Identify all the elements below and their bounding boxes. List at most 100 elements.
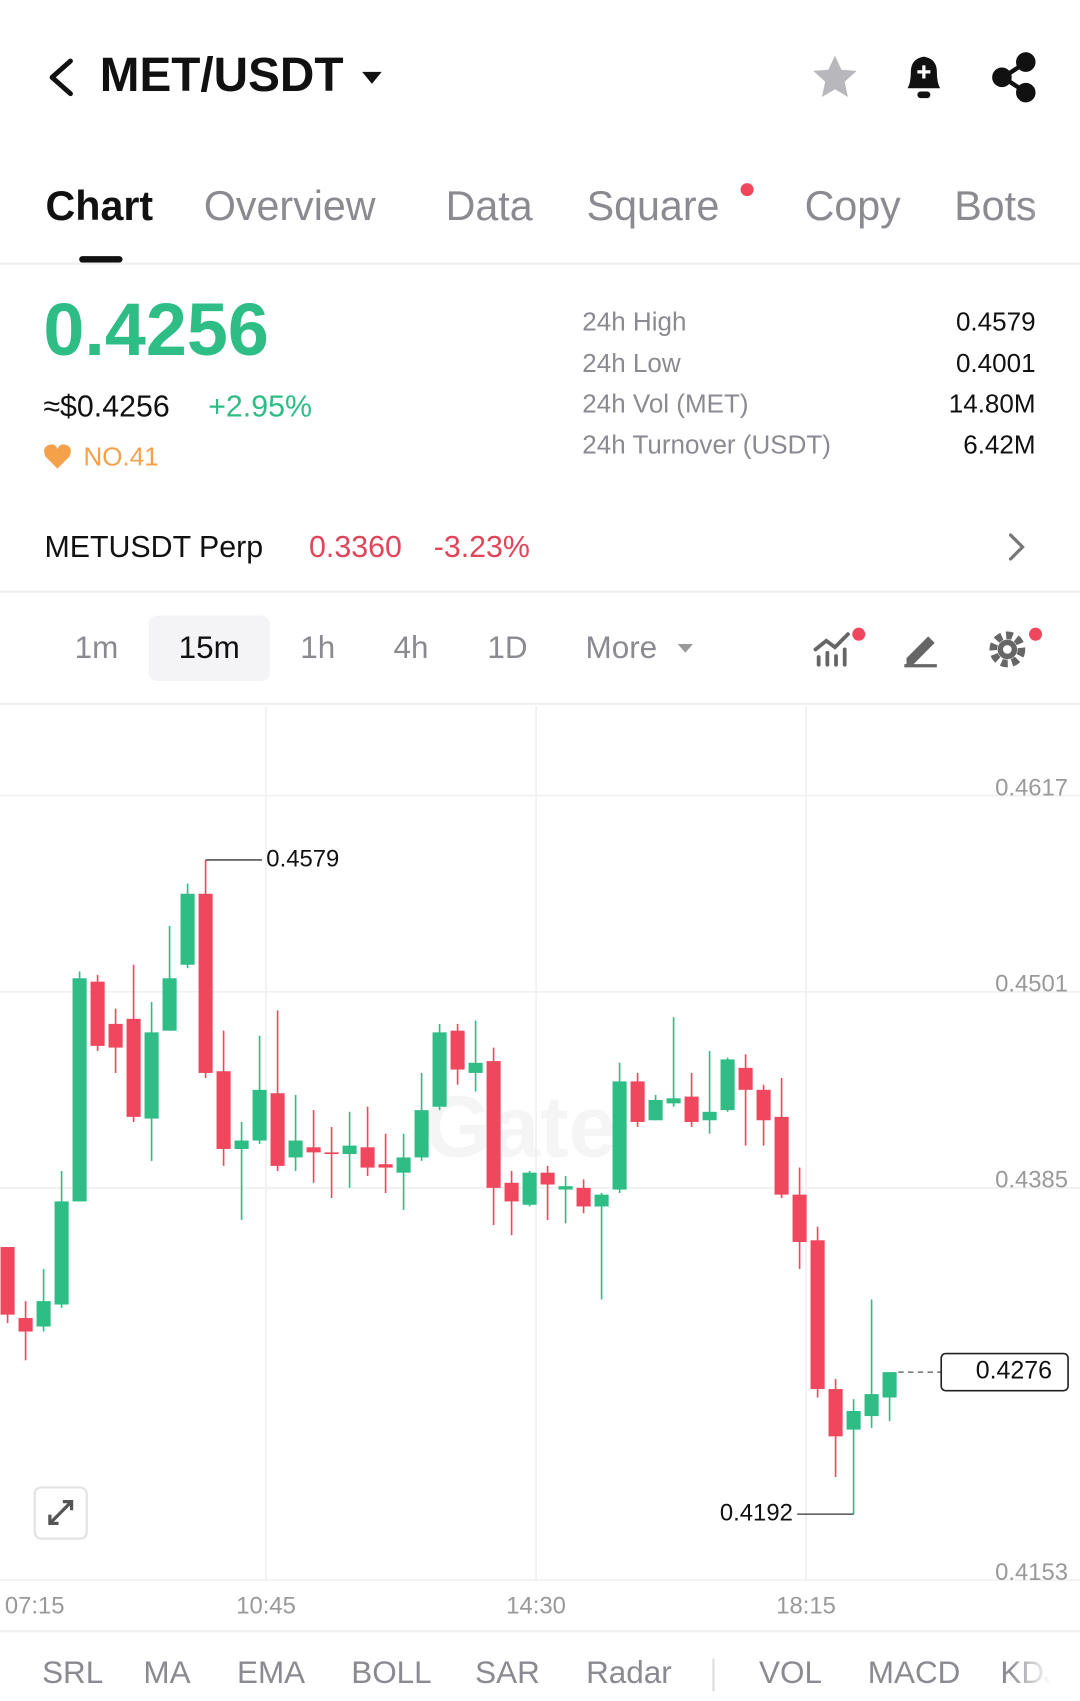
- pair-caret[interactable]: [362, 71, 382, 84]
- interval[interactable]: 1D: [487, 629, 527, 665]
- notification-dot: [852, 627, 866, 641]
- candle-body: [576, 1187, 591, 1207]
- candle-body: [720, 1059, 735, 1111]
- stat-value: 14.80M: [949, 388, 1036, 418]
- candle-body: [306, 1147, 321, 1153]
- tab-bar: Chart Overview Data Square Copy Bots: [46, 183, 1037, 229]
- perp-price: 0.3360: [309, 530, 402, 564]
- draw-icon[interactable]: [904, 636, 937, 668]
- settings-icon[interactable]: [989, 631, 1026, 668]
- stat-value: 6.42M: [963, 430, 1035, 460]
- stat-value: 0.4579: [956, 306, 1036, 336]
- candlestick-chart: Gate 07:15 10:45 14:30 18:15 0.4617 0.4501 0.43…: [0, 706, 1080, 1620]
- candle-body: [882, 1372, 897, 1398]
- candle-body: [702, 1111, 717, 1121]
- tab[interactable]: Overview: [204, 183, 376, 229]
- interval[interactable]: More: [586, 629, 658, 665]
- notification-dot: [740, 183, 754, 197]
- candle-body: [252, 1089, 267, 1141]
- indicator-icon[interactable]: [813, 632, 850, 667]
- y-tick-label: 0.4617: [995, 774, 1068, 801]
- interval[interactable]: 1m: [75, 629, 119, 665]
- tab[interactable]: Data: [446, 183, 533, 229]
- candle-body: [846, 1411, 861, 1430]
- indicator[interactable]: BOLL: [351, 1654, 431, 1690]
- candle-body: [342, 1145, 357, 1155]
- candle-body: [234, 1140, 249, 1149]
- alert-icon[interactable]: [907, 56, 941, 99]
- pair-title[interactable]: MET/USDT: [100, 49, 344, 102]
- indicator[interactable]: VOL: [759, 1654, 822, 1690]
- tab-fade: [1030, 174, 1080, 245]
- candle-body: [612, 1081, 627, 1190]
- indicator[interactable]: MA: [143, 1654, 190, 1690]
- candle-body: [108, 1023, 123, 1048]
- candle-body: [630, 1081, 645, 1122]
- expand-button[interactable]: [33, 1486, 88, 1540]
- candle-body: [90, 981, 105, 1046]
- candle-body: [198, 893, 213, 1073]
- candle-body: [0, 1247, 15, 1315]
- back-button[interactable]: [49, 58, 73, 97]
- indicator[interactable]: MACD: [868, 1654, 961, 1690]
- candle-body: [594, 1194, 609, 1207]
- tab[interactable]: Bots: [954, 183, 1036, 229]
- tab[interactable]: Chart: [46, 183, 154, 229]
- candle-body: [828, 1389, 843, 1437]
- stat-label: 24h High: [582, 306, 686, 336]
- indicator[interactable]: SRL: [42, 1654, 103, 1690]
- stat-label: 24h Turnover (USDT): [582, 430, 831, 460]
- y-tick-label: 0.4385: [995, 1167, 1068, 1194]
- tab[interactable]: Square: [587, 183, 720, 229]
- x-tick-label: 10:45: [236, 1593, 296, 1620]
- candle-body: [486, 1061, 501, 1188]
- candle-body: [396, 1157, 411, 1173]
- y-tick-label: 0.4153: [995, 1559, 1068, 1586]
- candle-body: [162, 978, 177, 1031]
- candle-body: [72, 978, 87, 1202]
- low-label: 0.4192: [720, 1499, 793, 1526]
- candle-body: [738, 1067, 753, 1090]
- last-price: 0.4256: [43, 288, 269, 371]
- more-caret[interactable]: [677, 644, 693, 653]
- candle-body: [558, 1186, 573, 1190]
- x-tick-label: 14:30: [506, 1593, 566, 1620]
- x-tick-label: 18:15: [776, 1593, 836, 1620]
- candle-body: [468, 1062, 483, 1073]
- candle-body: [684, 1096, 699, 1122]
- candles: [0, 859, 897, 1515]
- interval[interactable]: 4h: [393, 629, 428, 665]
- favorite-icon[interactable]: [813, 55, 857, 97]
- candle-body: [756, 1089, 771, 1121]
- candle-body: [126, 1018, 141, 1117]
- share-icon[interactable]: [992, 52, 1036, 103]
- interval[interactable]: 1h: [300, 629, 335, 665]
- tab[interactable]: Copy: [805, 183, 902, 229]
- candle-body: [36, 1301, 51, 1327]
- candle-body: [504, 1182, 519, 1202]
- usd-price: ≈$0.4256: [43, 390, 169, 424]
- candle-body: [216, 1071, 231, 1149]
- indicator[interactable]: EMA: [237, 1654, 305, 1690]
- stat-value: 0.4001: [956, 348, 1036, 378]
- indicator[interactable]: SAR: [475, 1654, 540, 1690]
- candle-body: [450, 1030, 465, 1070]
- interval-bar: 1m 15m 1h 4h 1D More: [75, 629, 658, 665]
- candle-body: [540, 1172, 555, 1185]
- candle-body: [666, 1098, 681, 1104]
- high-label: 0.4579: [266, 845, 339, 872]
- indicator[interactable]: Radar: [586, 1654, 672, 1690]
- candle-body: [378, 1164, 393, 1168]
- perp-chevron[interactable]: [1008, 533, 1025, 561]
- rank: NO.41: [83, 442, 158, 472]
- y-tick-label: 0.4501: [995, 971, 1068, 998]
- interval[interactable]: 15m: [179, 629, 240, 665]
- candle-body: [360, 1147, 375, 1168]
- perp-change: -3.23%: [434, 530, 530, 564]
- stat-label: 24h Low: [582, 348, 681, 378]
- selected-interval-bg: [148, 615, 270, 682]
- candle-body: [324, 1152, 339, 1155]
- perp-name[interactable]: METUSDT Perp: [44, 530, 263, 564]
